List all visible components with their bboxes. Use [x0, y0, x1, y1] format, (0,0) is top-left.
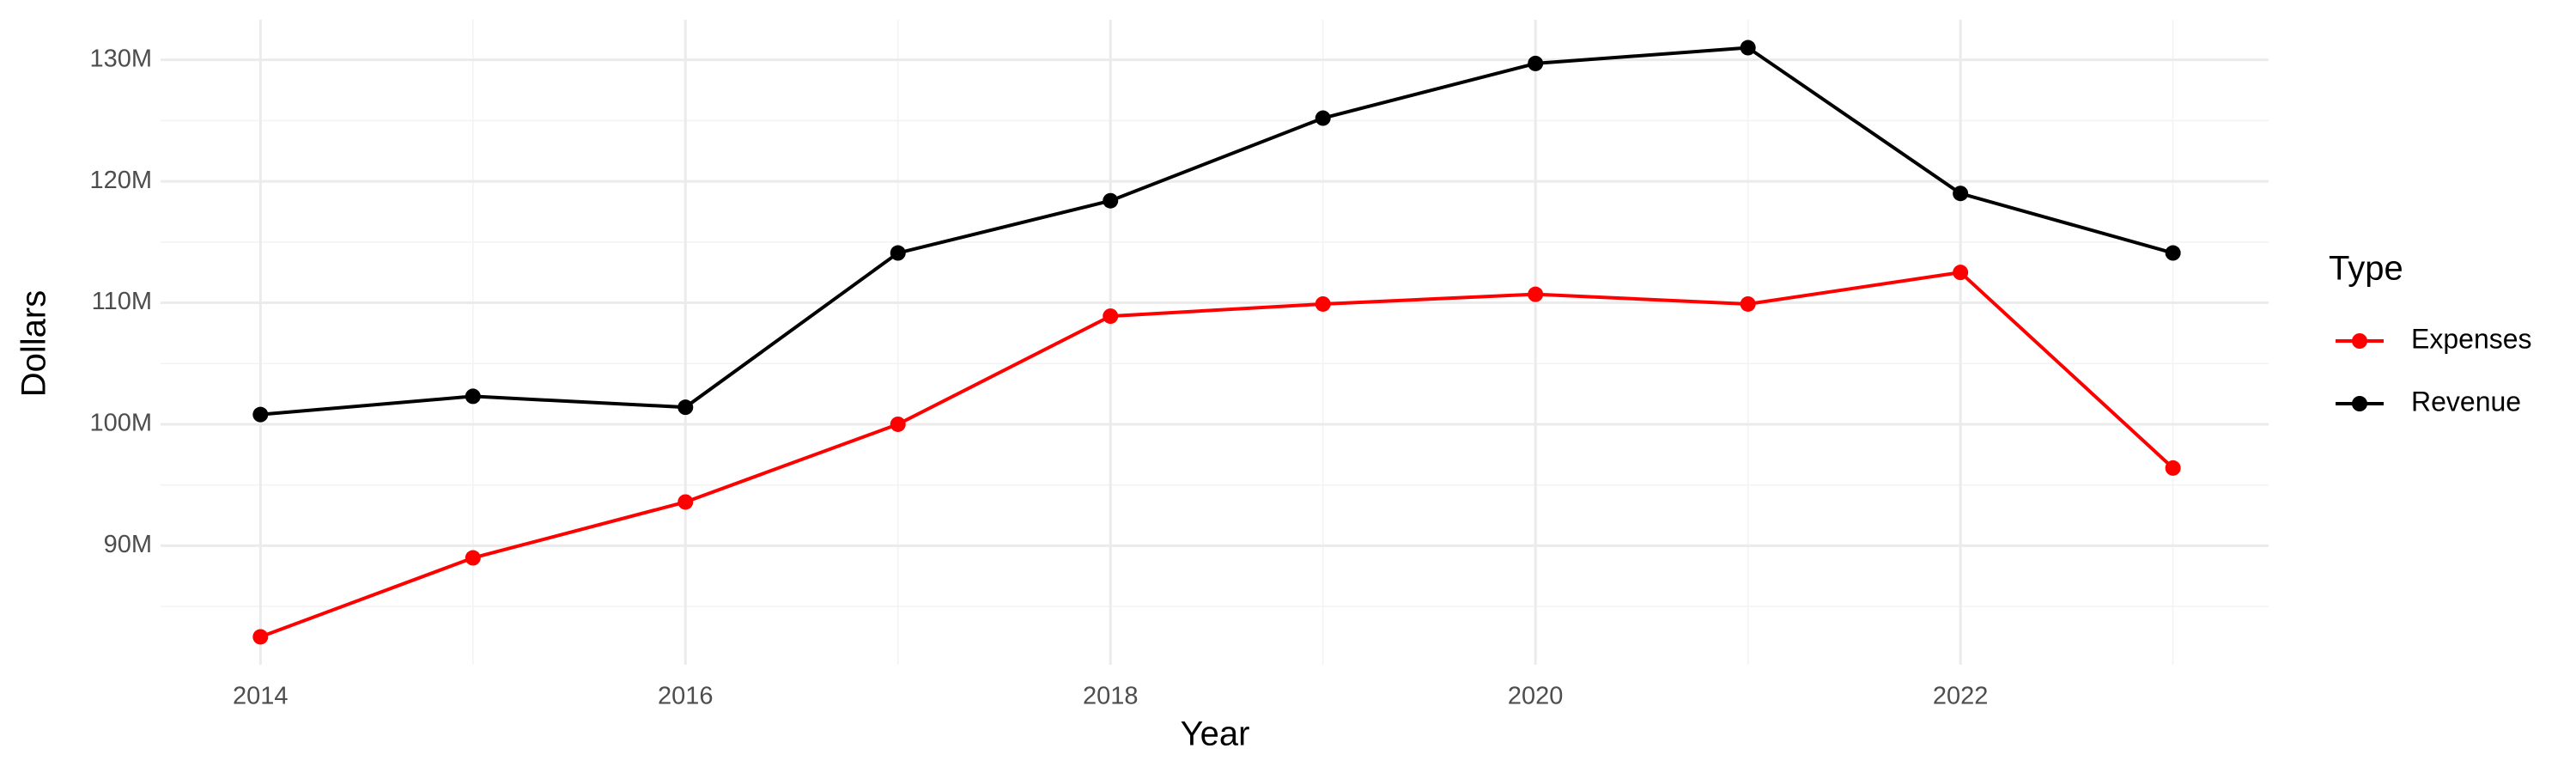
legend-key-point: [2352, 396, 2367, 411]
x-tick-label: 2016: [658, 683, 714, 710]
y-axis-title: Dollars: [15, 290, 53, 397]
data-point: [677, 494, 694, 510]
data-point: [1103, 308, 1119, 325]
data-point: [2165, 460, 2181, 476]
legend-title: Type: [2329, 250, 2403, 288]
data-point: [1953, 186, 1969, 202]
data-point: [1315, 295, 1331, 312]
legend-label: Expenses: [2411, 323, 2532, 354]
data-point: [1103, 192, 1119, 209]
data-point: [252, 406, 269, 423]
data-point: [1740, 40, 1756, 56]
x-tick-label: 2020: [1508, 683, 1564, 710]
legend-key-point: [2352, 333, 2367, 349]
x-tick-label: 2022: [1933, 683, 1989, 710]
y-tick-label: 120M: [89, 167, 152, 194]
data-point: [677, 399, 694, 416]
x-tick-label: 2014: [233, 683, 289, 710]
series-line: [260, 46, 2174, 417]
y-tick-label: 90M: [104, 531, 152, 558]
y-tick-label: 110M: [92, 288, 152, 315]
legend-label: Revenue: [2411, 386, 2521, 417]
data-point: [2165, 245, 2181, 261]
y-tick-label: 130M: [89, 45, 152, 72]
data-point: [1953, 265, 1969, 281]
x-axis-title: Year: [1181, 715, 1250, 753]
data-point: [1315, 110, 1331, 126]
data-point: [890, 416, 906, 432]
data-point: [1528, 286, 1544, 302]
y-tick-label: 100M: [89, 410, 152, 437]
data-point: [1740, 295, 1756, 312]
data-point: [465, 388, 481, 405]
data-point: [1528, 55, 1544, 71]
x-tick-label: 2018: [1083, 683, 1139, 710]
data-point: [252, 629, 269, 645]
data-point: [890, 245, 906, 261]
data-point: [465, 550, 481, 566]
series-line: [259, 271, 2174, 639]
